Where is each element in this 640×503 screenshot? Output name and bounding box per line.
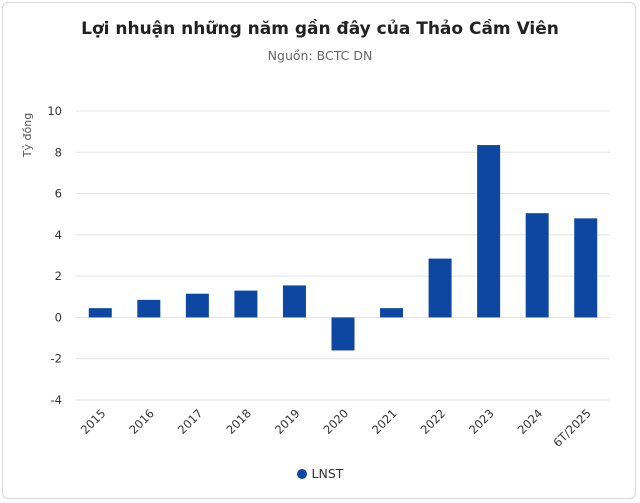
chart-subtitle: Nguồn: BCTC DN xyxy=(267,48,373,63)
bar-2018[interactable] xyxy=(234,290,258,318)
x-tick-label: 2017 xyxy=(175,406,206,437)
y-tick-label: 8 xyxy=(55,145,62,159)
y-axis-label: Tỷ đồng xyxy=(21,113,34,158)
bar-2015[interactable] xyxy=(88,308,112,318)
x-tick-label: 2019 xyxy=(272,406,303,437)
y-tick-label: 4 xyxy=(55,228,62,242)
x-tick-label: 2015 xyxy=(78,406,109,437)
x-tick-label: 2023 xyxy=(466,406,497,437)
y-tick-label: 6 xyxy=(55,187,62,201)
x-tick-label: 2024 xyxy=(515,406,546,437)
bar-2024[interactable] xyxy=(525,213,549,318)
x-tick-label: 2016 xyxy=(126,406,157,437)
bar-6T-2025[interactable] xyxy=(574,218,598,318)
y-tick-label: 2 xyxy=(55,269,62,283)
y-tick-labels: -4 -2 0 2 4 6 8 10 xyxy=(47,104,62,407)
y-tick-label: 10 xyxy=(47,104,62,118)
bar-2021[interactable] xyxy=(380,308,404,318)
bar-2019[interactable] xyxy=(282,285,306,318)
x-tick-label: 2020 xyxy=(321,406,352,437)
y-tick-label: -2 xyxy=(51,352,62,366)
legend-marker xyxy=(296,468,307,479)
x-tick-label: 2018 xyxy=(223,406,254,437)
x-tick-label: 6T/2025 xyxy=(550,406,593,449)
bar-2017[interactable] xyxy=(185,293,209,318)
legend-label: LNST xyxy=(311,466,344,481)
bar-2016[interactable] xyxy=(137,299,161,318)
y-tick-label: -4 xyxy=(51,393,62,407)
x-tick-label: 2022 xyxy=(418,406,449,437)
bar-2023[interactable] xyxy=(477,145,501,318)
y-tick-label: 0 xyxy=(55,310,62,324)
legend[interactable]: LNST xyxy=(0,466,640,481)
x-tick-labels: 2015 2016 2017 2018 2019 2020 2021 2022 2023 2024… xyxy=(78,406,594,449)
bar-2020[interactable] xyxy=(331,317,355,351)
x-tick-label: 2021 xyxy=(369,406,400,437)
chart-title: Lợi nhuận những năm gần đây của Thảo Cầm… xyxy=(81,19,559,39)
bars xyxy=(88,145,598,351)
bar-2022[interactable] xyxy=(428,258,452,318)
